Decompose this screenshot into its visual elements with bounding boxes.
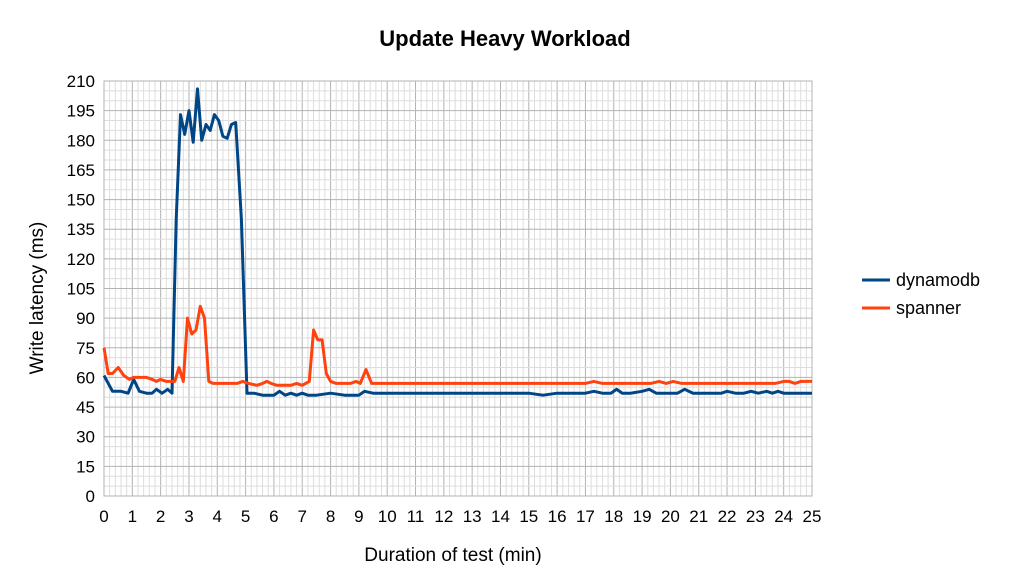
legend-label-dynamodb: dynamodb	[896, 270, 980, 290]
y-tick-label: 105	[67, 280, 95, 299]
x-axis-title: Duration of test (min)	[364, 545, 541, 566]
y-tick-label: 135	[67, 220, 95, 239]
series-line-dynamodb	[102, 87, 812, 397]
y-tick-label: 90	[76, 309, 95, 328]
x-tick-label: 4	[213, 507, 222, 526]
x-tick-label: 9	[354, 507, 363, 526]
legend-label-spanner: spanner	[896, 298, 961, 318]
chart-title: Update Heavy Workload	[379, 26, 630, 51]
x-tick-label: 1	[128, 507, 137, 526]
grid	[103, 80, 813, 497]
x-tick-label: 16	[548, 507, 567, 526]
x-tick-label: 19	[633, 507, 652, 526]
x-tick-label: 6	[269, 507, 278, 526]
x-tick-label: 13	[463, 507, 482, 526]
x-tick-label: 21	[689, 507, 708, 526]
x-tick-label: 18	[604, 507, 623, 526]
x-tick-label: 12	[434, 507, 453, 526]
x-tick-label: 5	[241, 507, 250, 526]
y-tick-label: 165	[67, 161, 95, 180]
y-axis-title: Write latency (ms)	[27, 222, 48, 375]
x-tick-label: 11	[407, 507, 425, 526]
y-tick-label: 0	[86, 487, 95, 506]
y-tick-label: 15	[76, 457, 95, 476]
plot-area-border	[103, 80, 813, 497]
y-tick-label: 75	[76, 339, 95, 358]
x-tick-label: 15	[519, 507, 538, 526]
x-tick-label: 10	[378, 507, 397, 526]
y-tick-label: 150	[67, 191, 95, 210]
y-tick-label: 180	[67, 131, 95, 150]
y-tick-label: 60	[76, 368, 95, 387]
y-axis-ticks: 0 15 30 45 60 75 90 105 120 135 150 165 180 195 210	[67, 72, 95, 506]
x-tick-label: 8	[326, 507, 335, 526]
legend: dynamodb spanner	[862, 270, 980, 318]
x-tick-label: 3	[184, 507, 193, 526]
y-tick-label: 195	[67, 102, 95, 121]
x-tick-label: 7	[298, 507, 307, 526]
x-tick-label: 2	[156, 507, 165, 526]
x-tick-label: 14	[491, 507, 510, 526]
x-tick-label: 17	[576, 507, 595, 526]
x-tick-label: 20	[661, 507, 680, 526]
series-line-spanner	[102, 304, 812, 387]
y-tick-label: 210	[67, 72, 95, 91]
x-tick-label: 22	[718, 507, 737, 526]
x-tick-label: 23	[746, 507, 765, 526]
y-tick-label: 30	[76, 428, 95, 447]
x-axis-ticks: 0 1 2 3 4 5 6 7 8 9 10 11 12 13 14 15 16 17 18 19 20 21 22 23 24…	[99, 507, 821, 526]
y-tick-label: 120	[67, 250, 95, 269]
series-lines	[102, 87, 812, 397]
y-tick-label: 45	[76, 398, 95, 417]
x-tick-label: 24	[774, 507, 793, 526]
x-tick-label: 25	[803, 507, 822, 526]
x-tick-label: 0	[99, 507, 108, 526]
